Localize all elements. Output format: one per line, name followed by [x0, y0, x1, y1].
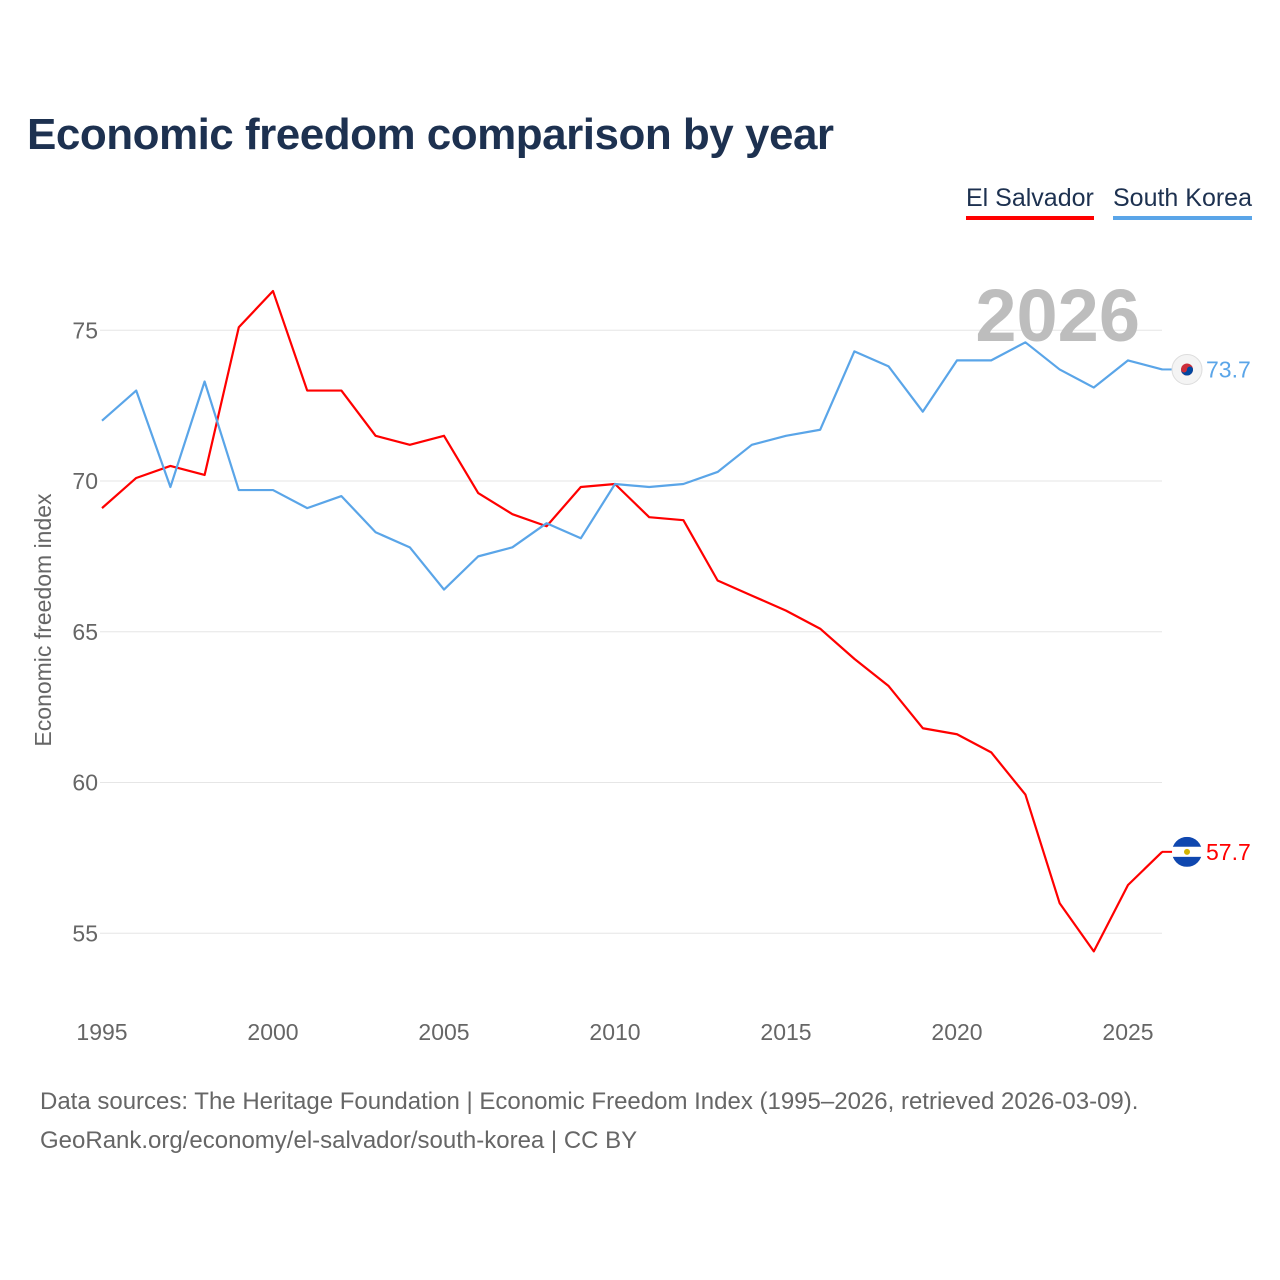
flag-taeguk-blue [1181, 366, 1193, 376]
x-tick-label: 2000 [247, 1019, 298, 1045]
y-tick-label: 55 [72, 920, 98, 946]
flag-emblem [1184, 848, 1190, 855]
year-watermark: 2026 [975, 274, 1140, 357]
x-tick-label: 2020 [931, 1019, 982, 1045]
y-axis-label: Economic freedom index [30, 493, 56, 747]
y-tick-label: 60 [72, 770, 98, 796]
end-value-label: 57.7 [1206, 839, 1251, 865]
end-value-label: 73.7 [1206, 356, 1251, 382]
legend-south-korea[interactable]: South Korea [1113, 184, 1252, 220]
x-tick-label: 2005 [418, 1019, 469, 1045]
y-tick-label: 75 [72, 317, 98, 343]
series-line-south-korea [101, 341, 1163, 591]
source-url: GeoRank.org/economy/el-salvador/south-ko… [40, 1127, 638, 1154]
x-tick-label: 2015 [760, 1019, 811, 1045]
x-tick-label: 2010 [589, 1019, 640, 1045]
y-tick-label: 65 [72, 619, 98, 645]
chart-title: Economic freedom comparison by year [27, 110, 834, 159]
source-note: Data sources: The Heritage Foundation | … [40, 1088, 1139, 1115]
y-tick-label: 70 [72, 468, 98, 494]
line-chart: 55 60 65 70 75 1995 2000 2005 2010 2015 2020 2025 Ec… [30, 274, 1251, 1045]
x-tick-label: 2025 [1102, 1019, 1153, 1045]
legend-el-salvador[interactable]: El Salvador [966, 184, 1094, 220]
x-tick-label: 1995 [76, 1019, 127, 1045]
series-line-el-salvador [101, 289, 1163, 953]
